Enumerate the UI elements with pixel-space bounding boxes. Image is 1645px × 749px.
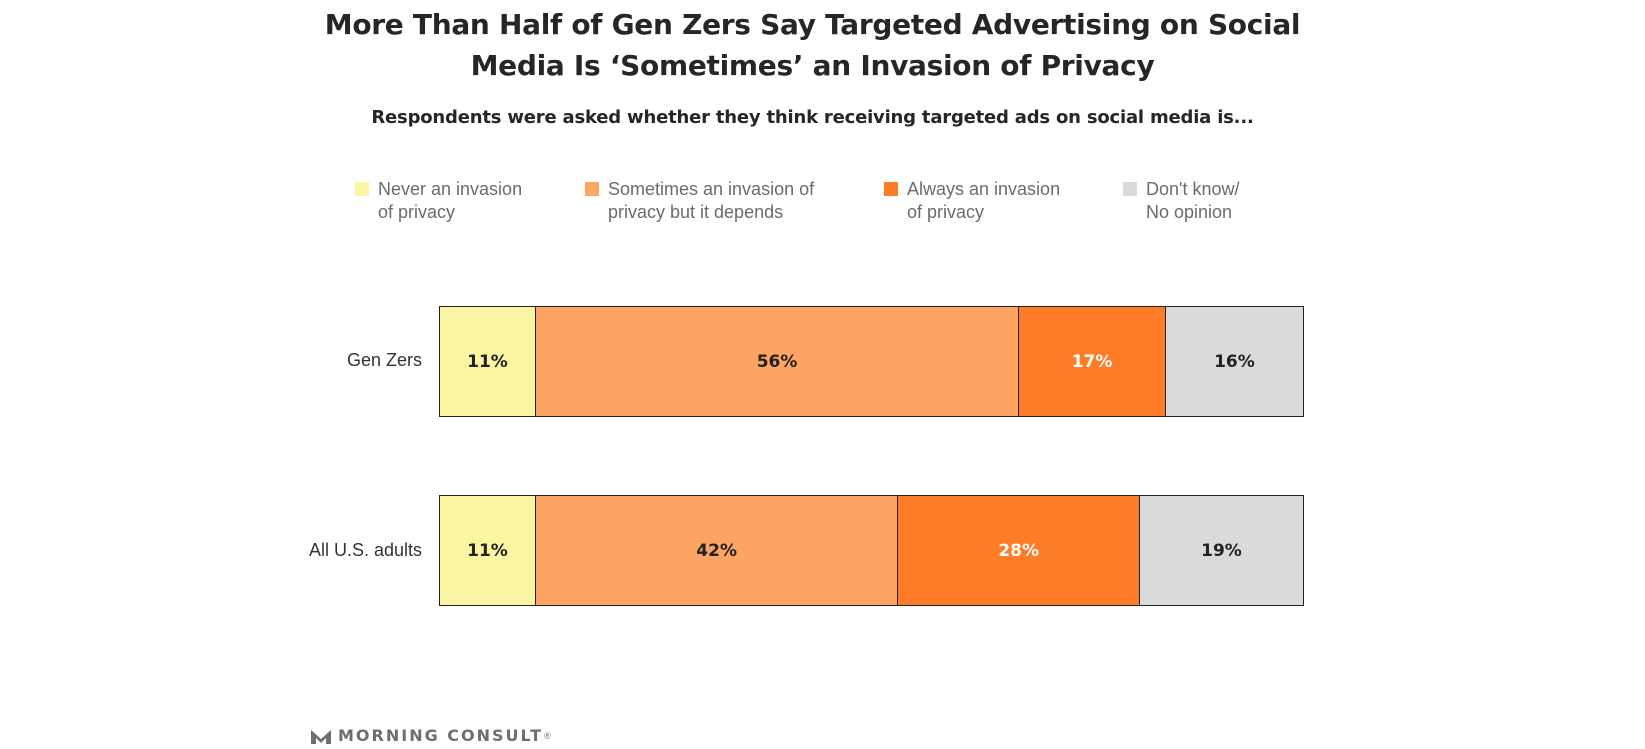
legend-swatch-never (355, 182, 369, 196)
legend-item-never: Never an invasion of privacy (355, 178, 522, 224)
data-label: 16% (1214, 351, 1255, 372)
bar-segment-never: 11% (440, 496, 535, 605)
legend-swatch-always (884, 182, 898, 196)
legend-label-sometimes: Sometimes an invasion of privacy but it … (608, 179, 815, 222)
legend-swatch-sometimes (585, 182, 599, 196)
chart-title: More Than Half of Gen Zers Say Targeted … (250, 4, 1375, 86)
chart-subtitle: Respondents were asked whether they thin… (371, 107, 1254, 128)
chart-title-line-2: Media Is ‘Sometimes’ an Invasion of Priv… (470, 49, 1155, 82)
data-label: 42% (696, 540, 737, 561)
bar-segment-sometimes: 56% (534, 307, 1019, 416)
legend-swatch-dont-know (1123, 182, 1137, 196)
legend-item-sometimes: Sometimes an invasion of privacy but it … (585, 178, 814, 224)
legend-item-dont-know: Don't know/ No opinion (1123, 178, 1239, 224)
chart-title-line-1: More Than Half of Gen Zers Say Targeted … (324, 8, 1301, 41)
row-label-all-us-adults: All U.S. adults (308, 540, 422, 560)
brand-footer: MORNING CONSULT ® (310, 726, 551, 745)
brand-name: MORNING CONSULT (338, 726, 543, 745)
bar-segment-dont-know: 16% (1164, 307, 1303, 416)
bar-segment-always: 28% (897, 496, 1139, 605)
bar-row-gen-zers: 11% 56% 17% 16% (439, 306, 1304, 417)
data-label: 19% (1201, 540, 1242, 561)
registered-mark: ® (544, 730, 551, 741)
bar-segment-sometimes: 42% (534, 496, 898, 605)
bar-row-all-us-adults: 11% 42% 28% 19% (439, 495, 1304, 606)
data-label: 11% (467, 540, 508, 561)
data-label: 11% (467, 351, 508, 372)
data-label: 56% (756, 351, 798, 372)
legend-item-always: Always an invasion of privacy (884, 178, 1060, 224)
legend-label-always: Always an invasion of privacy (907, 179, 1061, 222)
bar-segment-never: 11% (440, 307, 535, 416)
bar-segment-always: 17% (1018, 307, 1165, 416)
data-label: 17% (1071, 351, 1113, 372)
data-label: 28% (998, 540, 1040, 561)
row-label-gen-zers: Gen Zers (346, 350, 422, 370)
legend-label-never: Never an invasion of privacy (378, 179, 523, 222)
bar-segment-dont-know: 19% (1139, 496, 1303, 605)
morning-consult-logo-icon (311, 729, 331, 744)
legend-label-dont-know: Don't know/ No opinion (1146, 179, 1240, 222)
